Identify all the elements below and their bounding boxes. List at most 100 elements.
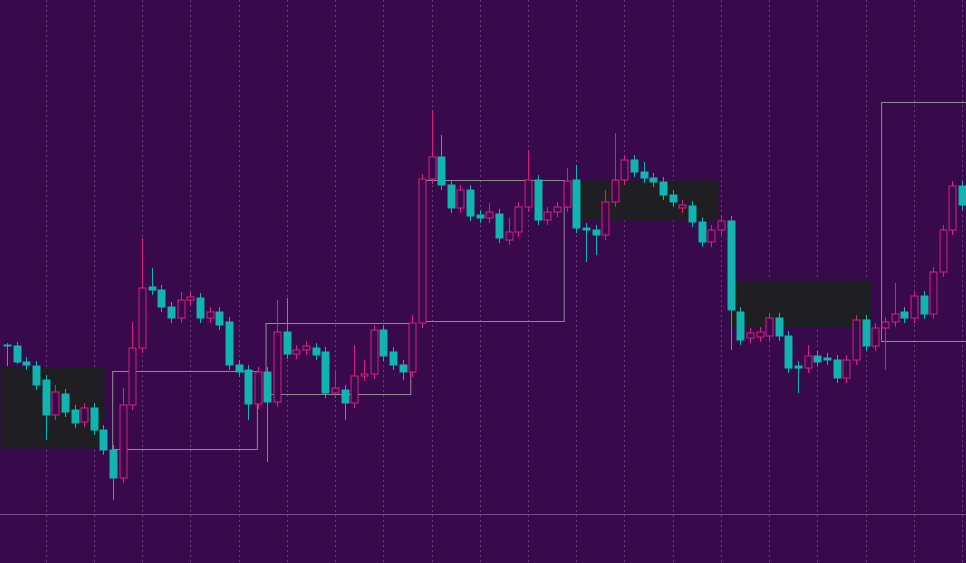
- candle-body: [678, 204, 687, 209]
- candle-body: [611, 179, 620, 203]
- candle-body: [630, 159, 639, 173]
- candle-body: [900, 311, 909, 319]
- candle-body: [138, 287, 147, 349]
- candle-body: [225, 321, 234, 366]
- candle-body: [563, 180, 572, 208]
- candle-body: [61, 393, 70, 413]
- candle-body: [804, 355, 813, 369]
- candle-body: [235, 364, 244, 373]
- candle-body: [688, 205, 697, 223]
- candle-body: [707, 229, 716, 243]
- candles: [3, 110, 966, 500]
- candle-body: [177, 299, 186, 319]
- candle-body: [543, 211, 552, 221]
- candle-body: [244, 369, 253, 405]
- candle-body: [389, 351, 398, 366]
- candle-body: [852, 319, 861, 361]
- candle-body: [360, 373, 369, 377]
- candle-body: [466, 189, 475, 217]
- candle-body: [505, 231, 514, 241]
- candle-body: [881, 321, 890, 329]
- candle-body: [215, 311, 224, 326]
- candle-body: [283, 331, 292, 355]
- candle-body: [476, 214, 485, 219]
- candle-body: [42, 379, 51, 416]
- candle-body: [408, 322, 417, 373]
- candle-body: [620, 159, 629, 181]
- candle-body: [659, 181, 668, 196]
- candle-body: [128, 347, 137, 406]
- candle-body: [456, 189, 465, 209]
- candle-body: [99, 429, 108, 451]
- candle-body: [186, 296, 195, 301]
- candle-body: [273, 331, 282, 403]
- candle-body: [263, 371, 272, 403]
- candle-body: [418, 178, 427, 324]
- candle-body: [601, 201, 610, 236]
- candle-body: [437, 156, 446, 186]
- candle-body: [640, 171, 649, 179]
- candle-body: [939, 229, 948, 273]
- candle-body: [891, 313, 900, 323]
- candle-body: [148, 286, 157, 291]
- candle-body: [119, 404, 128, 479]
- candle-body: [321, 351, 330, 394]
- candle-body: [447, 184, 456, 209]
- candle-body: [717, 220, 726, 231]
- candle-body: [948, 185, 957, 231]
- candle-body: [312, 347, 321, 356]
- candle-body: [485, 211, 494, 219]
- candle-body: [302, 345, 311, 351]
- candle-body: [746, 332, 755, 339]
- candle-body: [90, 407, 99, 431]
- candle-body: [958, 185, 966, 206]
- candle-body: [196, 297, 205, 319]
- candle-body: [813, 355, 822, 363]
- candle-body: [254, 371, 263, 405]
- candle-body: [784, 335, 793, 369]
- candle-body: [736, 311, 745, 341]
- candle-body: [292, 349, 301, 355]
- zone: [112, 371, 258, 450]
- candle-body: [862, 319, 871, 347]
- candle-body: [553, 206, 562, 213]
- candle-body: [524, 179, 533, 208]
- candle-body: [669, 194, 678, 203]
- candle-body: [370, 329, 379, 375]
- zone: [729, 280, 872, 328]
- candle-body: [871, 327, 880, 347]
- candle-body: [823, 357, 832, 361]
- candle-body: [32, 365, 41, 386]
- candle-body: [582, 227, 591, 231]
- candle-body: [331, 387, 340, 394]
- candle-body: [649, 177, 658, 183]
- candle-body: [514, 206, 523, 233]
- candle-body: [833, 359, 842, 379]
- candle-body: [167, 306, 176, 319]
- candle-body: [534, 179, 543, 221]
- zone: [574, 180, 719, 221]
- candle-body: [428, 156, 437, 180]
- zone: [881, 102, 966, 342]
- candle-body: [13, 345, 22, 363]
- candle-body: [727, 220, 736, 311]
- candle-body: [765, 317, 774, 337]
- candle-body: [775, 317, 784, 337]
- candle-body: [572, 179, 581, 229]
- candle-body: [350, 375, 359, 404]
- candle-body: [379, 329, 388, 357]
- candle-body: [157, 289, 166, 308]
- candle-body: [756, 331, 765, 338]
- candle-body: [592, 229, 601, 236]
- candle-body: [910, 295, 919, 319]
- candle-body: [794, 365, 803, 369]
- candle-body: [341, 389, 350, 404]
- candle-body: [698, 221, 707, 243]
- candle-body: [22, 361, 31, 366]
- candle-body: [929, 271, 938, 315]
- candle-body: [109, 449, 118, 479]
- candle-body: [51, 391, 60, 416]
- candle-body: [71, 409, 80, 424]
